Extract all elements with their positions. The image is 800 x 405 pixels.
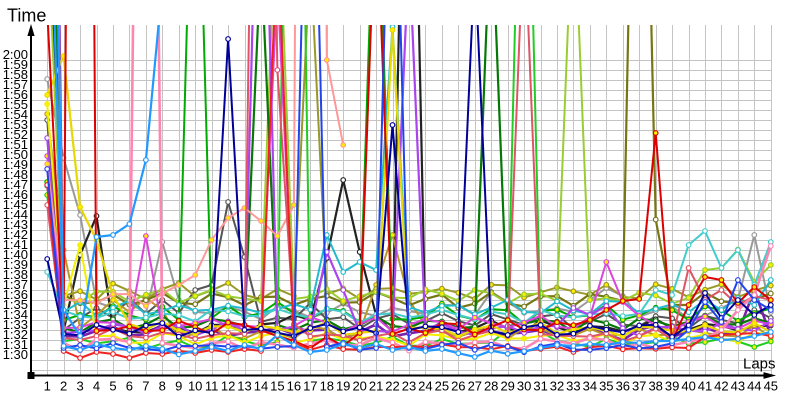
- svg-text:24: 24: [418, 379, 432, 394]
- svg-text:31: 31: [533, 379, 547, 394]
- svg-text:14: 14: [254, 379, 268, 394]
- svg-text:26: 26: [451, 379, 465, 394]
- svg-text:Laps: Laps: [743, 356, 776, 373]
- svg-text:17: 17: [303, 379, 317, 394]
- svg-text:7: 7: [142, 379, 149, 394]
- svg-text:1:54: 1:54: [3, 107, 28, 122]
- svg-text:1:39: 1:39: [3, 257, 28, 272]
- svg-text:2:00: 2:00: [3, 47, 28, 62]
- svg-text:1:58: 1:58: [3, 67, 28, 82]
- svg-text:36: 36: [616, 379, 630, 394]
- svg-text:2: 2: [60, 379, 67, 394]
- svg-text:18: 18: [320, 379, 334, 394]
- svg-text:1:56: 1:56: [3, 87, 28, 102]
- svg-text:1:37: 1:37: [3, 277, 28, 292]
- svg-text:1:43: 1:43: [3, 217, 28, 232]
- svg-text:1:47: 1:47: [3, 177, 28, 192]
- svg-text:40: 40: [681, 379, 695, 394]
- svg-text:13: 13: [237, 379, 251, 394]
- svg-text:1:48: 1:48: [3, 167, 28, 182]
- svg-text:1:46: 1:46: [3, 187, 28, 202]
- svg-text:1:40: 1:40: [3, 247, 28, 262]
- svg-text:34: 34: [583, 379, 597, 394]
- svg-text:29: 29: [500, 379, 514, 394]
- svg-text:1:30: 1:30: [3, 347, 28, 362]
- svg-text:1:51: 1:51: [3, 137, 28, 152]
- svg-text:41: 41: [698, 379, 712, 394]
- svg-text:1:50: 1:50: [3, 147, 28, 162]
- svg-text:1:41: 1:41: [3, 237, 28, 252]
- svg-text:25: 25: [435, 379, 449, 394]
- svg-text:11: 11: [205, 379, 219, 394]
- svg-text:23: 23: [402, 379, 416, 394]
- svg-text:1:59: 1:59: [3, 57, 28, 72]
- svg-text:6: 6: [126, 379, 133, 394]
- svg-text:42: 42: [714, 379, 728, 394]
- svg-text:1:35: 1:35: [3, 297, 28, 312]
- svg-text:9: 9: [175, 379, 182, 394]
- svg-text:3: 3: [76, 379, 83, 394]
- svg-text:30: 30: [517, 379, 531, 394]
- svg-text:1:45: 1:45: [3, 197, 28, 212]
- svg-text:1:31: 1:31: [3, 337, 28, 352]
- svg-text:43: 43: [731, 379, 745, 394]
- svg-text:37: 37: [632, 379, 646, 394]
- svg-text:8: 8: [159, 379, 166, 394]
- svg-text:22: 22: [385, 379, 399, 394]
- svg-text:21: 21: [369, 379, 383, 394]
- svg-text:1:49: 1:49: [3, 157, 28, 172]
- svg-text:35: 35: [599, 379, 613, 394]
- svg-text:1:36: 1:36: [3, 287, 28, 302]
- svg-text:1:55: 1:55: [3, 97, 28, 112]
- svg-text:38: 38: [648, 379, 662, 394]
- svg-text:1:33: 1:33: [3, 317, 28, 332]
- svg-text:28: 28: [484, 379, 498, 394]
- svg-text:4: 4: [93, 379, 100, 394]
- svg-text:10: 10: [188, 379, 202, 394]
- svg-text:32: 32: [550, 379, 564, 394]
- svg-text:15: 15: [270, 379, 284, 394]
- svg-text:1: 1: [44, 379, 51, 394]
- svg-text:1:42: 1:42: [3, 227, 28, 242]
- svg-text:1:34: 1:34: [3, 307, 28, 322]
- svg-text:16: 16: [287, 379, 301, 394]
- svg-text:44: 44: [747, 379, 761, 394]
- svg-text:45: 45: [764, 379, 778, 394]
- svg-text:1:32: 1:32: [3, 327, 28, 342]
- svg-text:1:52: 1:52: [3, 127, 28, 142]
- svg-text:20: 20: [352, 379, 366, 394]
- svg-text:33: 33: [566, 379, 580, 394]
- svg-text:12: 12: [221, 379, 235, 394]
- svg-text:27: 27: [468, 379, 482, 394]
- svg-text:19: 19: [336, 379, 350, 394]
- svg-text:Time: Time: [7, 6, 46, 26]
- svg-text:1:38: 1:38: [3, 267, 28, 282]
- svg-text:1:44: 1:44: [3, 207, 28, 222]
- svg-text:39: 39: [665, 379, 679, 394]
- svg-text:5: 5: [109, 379, 116, 394]
- svg-text:1:57: 1:57: [3, 77, 28, 92]
- svg-text:1:53: 1:53: [3, 117, 28, 132]
